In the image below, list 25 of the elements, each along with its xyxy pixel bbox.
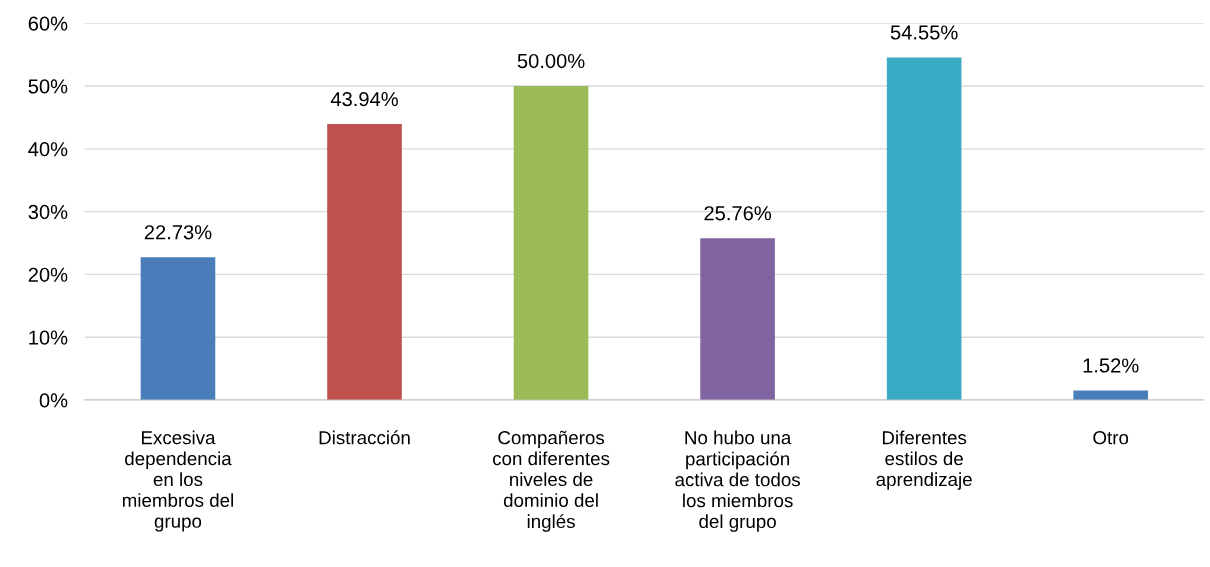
x-tick-label: Distracción [319,430,410,445]
y-tick-label: 40% [28,142,68,157]
y-tick-label: 0% [39,393,68,408]
bar [700,238,775,401]
x-tick-label: Excesiva dependencia en los miembros del grupo [122,430,233,532]
data-label: 25.76% [704,206,772,221]
bar [1073,390,1148,401]
data-label: 1.52% [1083,358,1139,373]
y-tick-label: 10% [29,330,68,345]
bar [886,57,962,401]
x-tick-label: Compañeros con diferentes niveles de dominio del inglés [492,430,610,532]
x-tick-label: No hubo una participación activa de todos los miembros del grupo [675,430,800,532]
data-label: 22.73% [144,225,212,240]
data-label: 54.55% [890,25,958,40]
data-label: 50.00% [517,53,585,69]
x-tick-label: Diferentes estilos de aprendizaje [876,430,972,490]
y-tick-label: 60% [28,16,68,31]
y-tick-label: 30% [28,204,68,220]
bar [327,124,402,401]
bar [513,86,589,401]
y-tick-label: 50% [28,79,68,94]
y-tick-label: 20% [28,267,68,282]
data-label: 43.94% [330,91,398,107]
bar [140,257,216,401]
x-tick-label: Otro [1093,431,1129,445]
